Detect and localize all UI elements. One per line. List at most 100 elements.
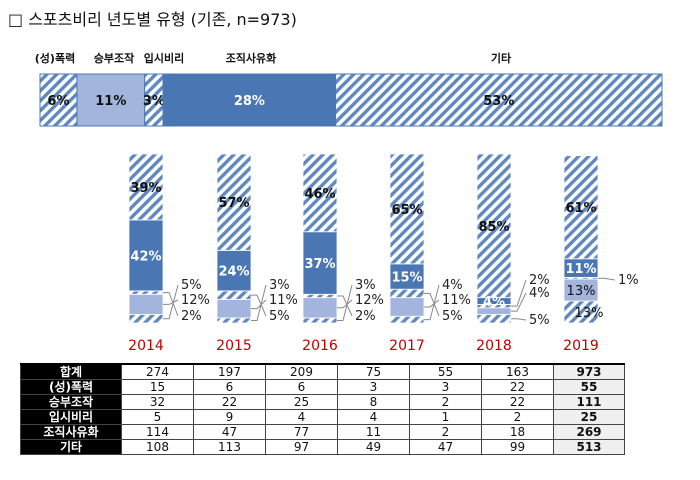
vbar-value-label: 5% bbox=[269, 309, 290, 324]
vbar-segment-seungbu bbox=[216, 298, 252, 319]
vbar-value-label: 15% bbox=[391, 271, 422, 286]
vbar-leader-line bbox=[251, 284, 267, 321]
vbar-value-label: 3% bbox=[355, 278, 376, 293]
table-cell: 99 bbox=[481, 439, 554, 455]
yearly-type-bars: 42%39%2%12%5%201424%57%5%11%3%201537%46%… bbox=[128, 153, 639, 354]
table-total-cell: 269 bbox=[553, 424, 625, 440]
vbar-segment-jojik bbox=[302, 231, 338, 295]
chart-canvas: 6% (성)폭력 11% 승부조작 3% 입시비리 28% 조직사유화 53% 기타 42% 39%… bbox=[35, 51, 663, 354]
hbar-value-label: 6% bbox=[47, 94, 69, 109]
hbar-category-label: 조직사유화 bbox=[226, 51, 277, 65]
vbar-leader-line bbox=[424, 299, 440, 308]
table-cell: 2 bbox=[409, 424, 482, 440]
table-row: 조직사유화 114 47 77 11 2 18 269 bbox=[20, 424, 625, 440]
table-cell: 3 bbox=[337, 379, 410, 395]
vbar-segment-pokryeok bbox=[128, 314, 164, 324]
table-cell: 11 bbox=[337, 424, 410, 440]
table-cell: 25 bbox=[265, 394, 338, 410]
vbar-value-label: 11% bbox=[565, 262, 596, 277]
vbar-segment-jojik bbox=[216, 249, 252, 292]
vbar-segment-seungbu bbox=[389, 297, 425, 317]
vbar-leader-line bbox=[251, 299, 267, 310]
hbar-segment-seungbu bbox=[76, 73, 146, 127]
vbar-value-label: 13% bbox=[567, 284, 596, 299]
vbar-segment-gita bbox=[476, 153, 512, 299]
chart-title: □ 스포츠비리 년도별 유형 (기존, n=973) bbox=[8, 10, 297, 29]
vbar-segment-pokryeok bbox=[389, 315, 425, 324]
table-row-header: (성)폭력 bbox=[20, 379, 122, 395]
year-tick-label: 2016 bbox=[302, 338, 338, 354]
vbar-leader-line bbox=[337, 295, 353, 317]
hbar-category-label: 기타 bbox=[491, 51, 512, 65]
table-cell: 113 bbox=[193, 439, 266, 455]
vbar-value-label: 85% bbox=[478, 220, 509, 235]
vbar-segment-gita bbox=[563, 155, 599, 260]
vbar-value-label: 24% bbox=[218, 265, 249, 280]
table-row: 기타 108 113 97 49 47 99 513 bbox=[20, 439, 625, 455]
table-cell: 114 bbox=[121, 424, 194, 440]
table-cell: 97 bbox=[265, 439, 338, 455]
vbar-leader-line bbox=[511, 318, 527, 321]
table-cell: 3 bbox=[409, 379, 482, 395]
vbar-segment-ipsi bbox=[389, 288, 425, 299]
vbar-value-label: 61% bbox=[565, 201, 596, 216]
table-cell: 6 bbox=[265, 379, 338, 395]
hbar-category-label: (성)폭력 bbox=[35, 51, 75, 65]
data-table: 합계 274 197 209 75 55 163 973 (성)폭력 15 6 6 3 3 22 55 승부조작… bbox=[20, 363, 625, 455]
table-cell: 4 bbox=[337, 409, 410, 425]
table-total-cell: 973 bbox=[553, 363, 625, 380]
vbar-value-label: 4% bbox=[442, 278, 463, 293]
year-tick-label: 2015 bbox=[216, 338, 252, 354]
table-cell: 274 bbox=[121, 363, 194, 380]
table-row-header: 기타 bbox=[20, 439, 122, 455]
vbar-leader-line bbox=[424, 292, 440, 317]
table-row: 입시비리 5 9 4 4 1 2 25 bbox=[20, 409, 625, 425]
vbar-leader-line bbox=[511, 292, 527, 312]
overall-type-bar: 6% (성)폭력 11% 승부조작 3% 입시비리 28% 조직사유화 53% 기타 bbox=[35, 51, 663, 127]
table-cell: 15 bbox=[121, 379, 194, 395]
vbar-segment-gita bbox=[216, 153, 252, 251]
table-cell: 108 bbox=[121, 439, 194, 455]
vbar-leader-line bbox=[598, 277, 616, 281]
table-cell: 8 bbox=[337, 394, 410, 410]
table-row: 승부조작 32 22 25 8 2 22 111 bbox=[20, 394, 625, 410]
vbar-value-label: 11% bbox=[442, 293, 471, 308]
vbar-value-label: 13% bbox=[575, 306, 604, 321]
table-cell: 209 bbox=[265, 363, 338, 380]
table-total-cell: 55 bbox=[553, 379, 625, 395]
vbar-segment-jojik bbox=[389, 263, 425, 290]
vbar-value-label: 4% bbox=[529, 286, 550, 301]
table-cell: 75 bbox=[337, 363, 410, 380]
vbar-leader-line bbox=[511, 279, 527, 307]
vbar-segment-ipsi bbox=[302, 293, 338, 299]
vbar-segment-seungbu bbox=[302, 297, 338, 319]
table-row-header: 승부조작 bbox=[20, 394, 122, 410]
hbar-category-label: 승부조작 bbox=[94, 51, 134, 65]
table-cell: 2 bbox=[409, 394, 482, 410]
table-cell: 22 bbox=[193, 394, 266, 410]
year-tick-label: 2018 bbox=[476, 338, 512, 354]
vbar-leader-line bbox=[337, 299, 353, 309]
table-cell: 22 bbox=[481, 379, 554, 395]
table-row: (성)폭력 15 6 6 3 3 22 55 bbox=[20, 379, 625, 395]
table-total-cell: 25 bbox=[553, 409, 625, 425]
table-cell: 5 bbox=[121, 409, 194, 425]
vbar-value-label: 12% bbox=[355, 293, 384, 308]
table-cell: 4 bbox=[265, 409, 338, 425]
table-cell: 22 bbox=[481, 394, 554, 410]
vbar-segment-ipsi bbox=[128, 290, 164, 295]
hbar-value-label: 11% bbox=[95, 94, 126, 109]
vbar-value-label: 37% bbox=[304, 257, 335, 272]
table-cell: 55 bbox=[409, 363, 482, 380]
year-tick-label: 2019 bbox=[563, 338, 599, 354]
vbar-segment-pokryeok bbox=[302, 317, 338, 324]
vbar-value-label: 2% bbox=[355, 309, 376, 324]
hbar-value-label: 28% bbox=[234, 94, 265, 109]
table-cell: 6 bbox=[193, 379, 266, 395]
vbar-value-label: 2% bbox=[181, 309, 202, 324]
table-cell: 47 bbox=[193, 424, 266, 440]
vbar-leader-line bbox=[163, 292, 179, 317]
vbar-value-label: 46% bbox=[304, 187, 335, 202]
vbar-leader-line bbox=[337, 284, 353, 321]
vbar-segment-pokryeok bbox=[216, 317, 252, 324]
